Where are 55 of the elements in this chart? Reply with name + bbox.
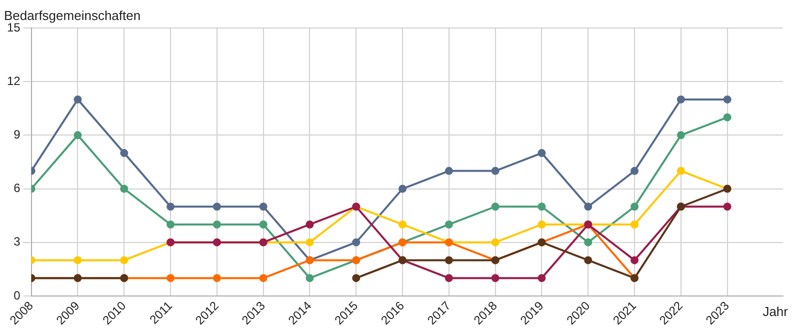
point bbox=[398, 184, 407, 193]
point bbox=[120, 149, 128, 158]
point bbox=[723, 202, 732, 211]
point bbox=[74, 95, 82, 104]
y-tick-label: 15 bbox=[6, 20, 21, 34]
point bbox=[491, 166, 500, 175]
point bbox=[444, 256, 453, 264]
point bbox=[538, 274, 546, 282]
point bbox=[306, 238, 314, 246]
point bbox=[444, 166, 453, 175]
x-axis-title: Jahr bbox=[762, 304, 789, 320]
point bbox=[630, 256, 639, 264]
y-axis-title: Bedarfsgemeinschaften bbox=[4, 8, 141, 23]
point bbox=[259, 220, 268, 228]
point bbox=[74, 256, 82, 264]
point bbox=[352, 238, 360, 246]
y-tick-label: 3 bbox=[14, 234, 21, 249]
point bbox=[584, 238, 592, 246]
point bbox=[444, 220, 453, 228]
point bbox=[630, 202, 639, 211]
point bbox=[212, 274, 221, 282]
point bbox=[306, 220, 314, 228]
point bbox=[259, 202, 268, 211]
point bbox=[584, 202, 592, 211]
point bbox=[166, 274, 175, 282]
point bbox=[491, 202, 500, 211]
point bbox=[538, 202, 546, 211]
point bbox=[630, 220, 639, 228]
point bbox=[120, 256, 128, 264]
point bbox=[259, 274, 268, 282]
point bbox=[723, 95, 732, 104]
point bbox=[120, 184, 128, 193]
y-tick-label: 12 bbox=[6, 74, 21, 88]
point bbox=[630, 166, 639, 175]
point bbox=[212, 202, 221, 211]
point bbox=[352, 274, 360, 282]
y-tick-label: 0 bbox=[14, 288, 21, 302]
point bbox=[491, 274, 500, 282]
point bbox=[444, 274, 453, 282]
point bbox=[166, 220, 175, 228]
point bbox=[676, 95, 685, 104]
y-tick-label: 6 bbox=[14, 181, 21, 196]
point bbox=[212, 220, 221, 228]
point bbox=[74, 131, 82, 140]
y-tick-label: 9 bbox=[14, 127, 21, 142]
point bbox=[584, 256, 592, 264]
point bbox=[676, 131, 685, 140]
point bbox=[398, 220, 407, 228]
point bbox=[676, 166, 685, 175]
point bbox=[538, 220, 546, 228]
point bbox=[491, 238, 500, 246]
point bbox=[723, 113, 732, 122]
point bbox=[306, 274, 314, 282]
point bbox=[166, 202, 175, 211]
point bbox=[538, 149, 546, 158]
